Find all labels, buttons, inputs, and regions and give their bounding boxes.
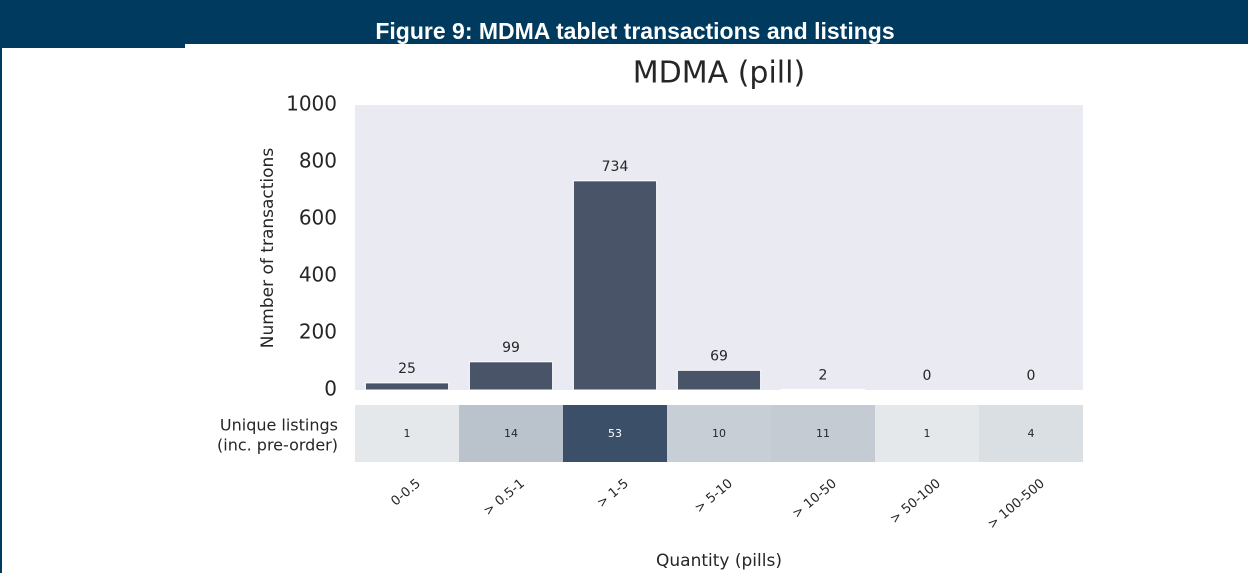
x-tick-label: > 50-100 xyxy=(887,476,943,527)
bar xyxy=(676,369,762,391)
heatmap-label: 4 xyxy=(1028,427,1035,440)
y-axis-label: Number of transactions xyxy=(258,148,278,349)
y-tick-label: 800 xyxy=(299,149,337,173)
x-tick-label: > 10-50 xyxy=(790,476,840,521)
heatmap-cell xyxy=(355,405,459,462)
heatmap-label: 1 xyxy=(404,427,411,440)
y-tick-label: 0 xyxy=(324,377,337,401)
heatmap-cell xyxy=(459,405,563,462)
heatmap-row-label: (inc. pre-order) xyxy=(217,436,338,455)
chart-title: MDMA (pill) xyxy=(633,56,805,91)
bar xyxy=(780,388,866,391)
heatmap-label: 14 xyxy=(504,427,518,440)
heatmap-label: 10 xyxy=(712,427,726,440)
x-tick-label: > 100-500 xyxy=(985,476,1048,532)
x-tick-label: 0-0.5 xyxy=(388,476,423,509)
data-label: 2 xyxy=(819,367,828,383)
x-tick-label: > 0.5-1 xyxy=(481,476,528,519)
header-band xyxy=(0,0,1248,48)
y-tick-label: 200 xyxy=(299,320,337,344)
x-tick-label: > 5-10 xyxy=(692,476,736,516)
heatmap-cell xyxy=(979,405,1083,462)
figure-title: Figure 9: MDMA tablet transactions and l… xyxy=(375,18,894,44)
data-label: 25 xyxy=(398,361,416,377)
header-strip xyxy=(185,44,1248,50)
y-tick-label: 1000 xyxy=(286,92,337,116)
data-label: 0 xyxy=(1027,368,1036,384)
heatmap-label: 1 xyxy=(924,427,931,440)
plot-area xyxy=(355,105,1083,390)
heatmap-cell xyxy=(875,405,979,462)
y-tick-label: 600 xyxy=(299,206,337,230)
y-tick-label: 400 xyxy=(299,263,337,287)
heatmap-cell xyxy=(563,405,667,462)
x-tick-label: > 1-5 xyxy=(594,476,631,511)
heatmap-cell xyxy=(667,405,771,462)
x-axis-label: Quantity (pills) xyxy=(656,551,782,571)
heatmap-label: 53 xyxy=(608,427,622,440)
data-label: 99 xyxy=(502,340,520,356)
data-label: 734 xyxy=(602,159,629,175)
bar xyxy=(468,361,554,391)
bar xyxy=(364,382,450,391)
data-label: 0 xyxy=(923,368,932,384)
heatmap-cell xyxy=(771,405,875,462)
heatmap-label: 11 xyxy=(816,427,830,440)
data-label: 69 xyxy=(710,348,728,364)
heatmap-row-label: Unique listings xyxy=(220,416,338,435)
bar xyxy=(572,180,658,391)
